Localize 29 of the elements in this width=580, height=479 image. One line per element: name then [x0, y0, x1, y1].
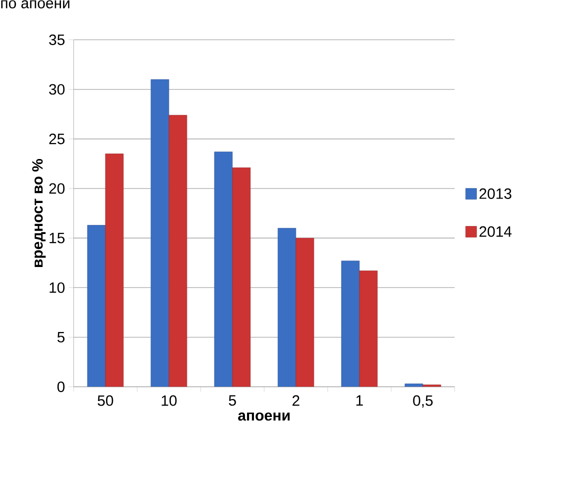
legend-label: 2014	[480, 226, 512, 237]
y-tick-label: 5	[57, 332, 65, 342]
x-tick-label: 1	[356, 395, 363, 406]
y-tick-label: 25	[49, 134, 65, 144]
bar	[214, 152, 233, 387]
bar	[168, 114, 188, 387]
bar	[150, 79, 170, 387]
bar	[278, 228, 296, 387]
y-tick-label: 30	[49, 84, 65, 95]
y-axis-title: вредност во %	[32, 158, 46, 267]
chart-title: по апоени	[1, 0, 70, 8]
y-tick-label: 0	[57, 381, 65, 392]
y-tick-label: 20	[49, 183, 65, 194]
x-tick-label: 2	[292, 395, 300, 406]
bar	[87, 225, 106, 387]
x-tick-label: 10	[162, 395, 177, 406]
y-tick-label: 10	[50, 282, 65, 293]
bar	[105, 154, 124, 387]
bar	[296, 238, 314, 387]
bar	[341, 260, 360, 387]
x-tick-label: 50	[98, 395, 114, 406]
bar	[359, 270, 378, 387]
bar	[232, 168, 251, 387]
x-tick-label: 0,5	[413, 395, 433, 408]
y-tick-label: 15	[50, 232, 65, 244]
x-axis-title: апоени	[238, 412, 290, 421]
x-tick-label: 5	[228, 395, 236, 406]
legend-label: 2013	[480, 188, 512, 199]
y-tick-label: 35	[49, 34, 65, 46]
